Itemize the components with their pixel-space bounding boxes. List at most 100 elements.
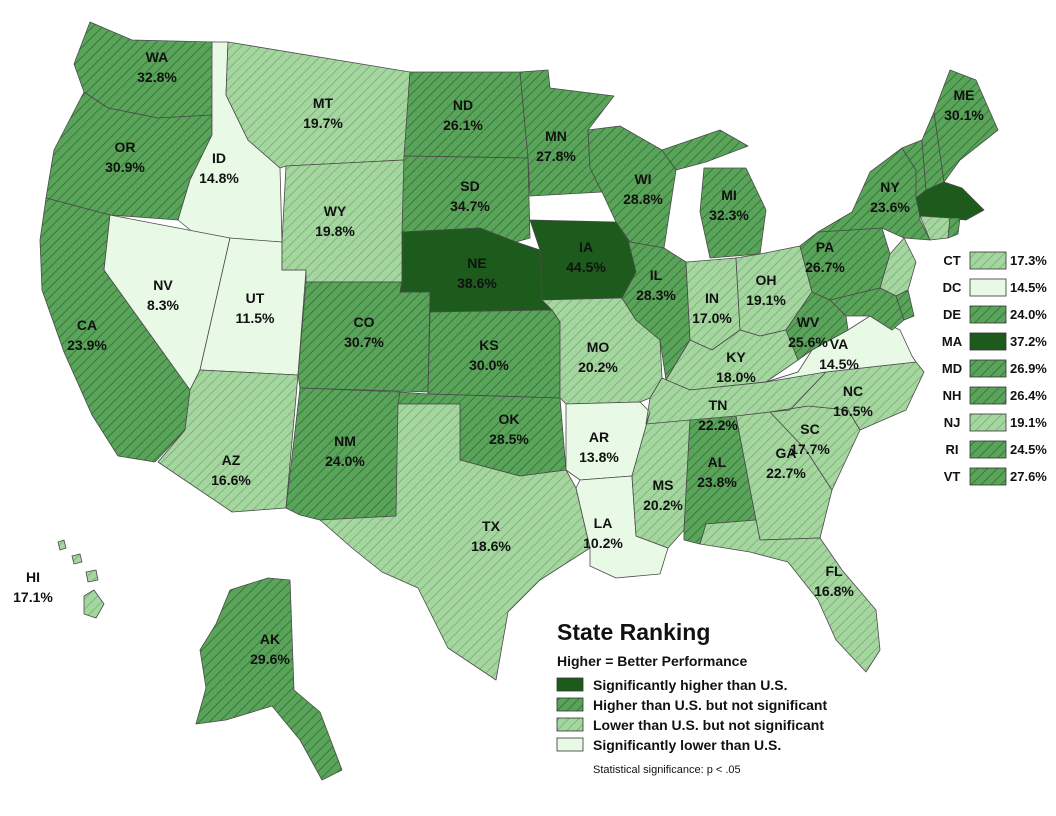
small-state-label-de: DE bbox=[943, 307, 961, 322]
state-label-sc: SC bbox=[800, 421, 819, 437]
state-label-wi: WI bbox=[634, 171, 651, 187]
state-label-nc: NC bbox=[843, 383, 863, 399]
small-state-value-md: 26.9% bbox=[1010, 361, 1047, 376]
state-value-al: 23.8% bbox=[697, 474, 737, 490]
state-label-co: CO bbox=[354, 314, 375, 330]
state-value-wi: 28.8% bbox=[623, 191, 663, 207]
state-label-ks: KS bbox=[479, 337, 498, 353]
small-state-swatch-de bbox=[969, 305, 1007, 324]
state-label-id: ID bbox=[212, 150, 226, 166]
state-value-wv: 25.6% bbox=[788, 334, 828, 350]
state-label-wv: WV bbox=[797, 314, 820, 330]
state-label-al: AL bbox=[708, 454, 727, 470]
state-shape-wy bbox=[281, 159, 405, 283]
state-label-ok: OK bbox=[499, 411, 520, 427]
state-label-va: VA bbox=[830, 336, 848, 352]
small-state-panel: CT 17.3% DC 14.5% DE 24.0% MA 37.2% MD 26.9% NH 26.… bbox=[942, 251, 1047, 486]
legend-label-sig-higher: Significantly higher than U.S. bbox=[593, 677, 787, 693]
legend-label-sig-lower: Significantly lower than U.S. bbox=[593, 737, 781, 753]
state-label-az: AZ bbox=[222, 452, 241, 468]
state-label-sd: SD bbox=[460, 178, 479, 194]
state-label-in: IN bbox=[705, 290, 719, 306]
small-state-swatch-dc bbox=[969, 278, 1007, 297]
state-value-ny: 23.6% bbox=[870, 199, 910, 215]
legend: State Ranking Higher = Better Performanc… bbox=[556, 619, 827, 776]
state-label-ia: IA bbox=[579, 239, 593, 255]
small-state-value-de: 24.0% bbox=[1010, 307, 1047, 322]
state-value-oh: 19.1% bbox=[746, 292, 786, 308]
state-value-la: 10.2% bbox=[583, 535, 623, 551]
state-shape-ak bbox=[195, 577, 343, 781]
state-value-mi: 32.3% bbox=[709, 207, 749, 223]
state-label-mn: MN bbox=[545, 128, 567, 144]
state-value-ky: 18.0% bbox=[716, 369, 756, 385]
state-label-nv: NV bbox=[153, 277, 173, 293]
small-state-label-ri: RI bbox=[946, 442, 959, 457]
state-shape-hi-maui bbox=[85, 569, 99, 583]
state-label-or: OR bbox=[115, 139, 136, 155]
state-value-or: 30.9% bbox=[105, 159, 145, 175]
state-label-oh: OH bbox=[756, 272, 777, 288]
state-value-nc: 16.5% bbox=[833, 403, 873, 419]
small-state-value-nj: 19.1% bbox=[1010, 415, 1047, 430]
small-state-swatch-vt bbox=[969, 467, 1007, 486]
state-value-fl: 16.8% bbox=[814, 583, 854, 599]
state-value-ms: 20.2% bbox=[643, 497, 683, 513]
state-label-ar: AR bbox=[589, 429, 609, 445]
legend-swatch-higher-ns bbox=[556, 697, 584, 712]
state-value-tx: 18.6% bbox=[471, 538, 511, 554]
state-value-va: 14.5% bbox=[819, 356, 859, 372]
state-shape-nd bbox=[403, 71, 529, 159]
state-label-ms: MS bbox=[653, 477, 674, 493]
state-shape-md bbox=[829, 287, 905, 331]
state-label-ky: KY bbox=[726, 349, 746, 365]
small-state-label-nj: NJ bbox=[944, 415, 961, 430]
state-shape-hi-main bbox=[83, 589, 105, 619]
state-label-ga: GA bbox=[776, 445, 797, 461]
small-state-value-ct: 17.3% bbox=[1010, 253, 1047, 268]
state-label-nm: NM bbox=[334, 433, 356, 449]
state-value-wa: 32.8% bbox=[137, 69, 177, 85]
state-label-la: LA bbox=[594, 515, 613, 531]
state-value-wy: 19.8% bbox=[315, 223, 355, 239]
small-state-label-dc: DC bbox=[943, 280, 962, 295]
state-value-ga: 22.7% bbox=[766, 465, 806, 481]
small-state-value-ri: 24.5% bbox=[1010, 442, 1047, 457]
small-state-swatch-md bbox=[969, 359, 1007, 378]
legend-swatch-sig-lower bbox=[556, 737, 584, 752]
small-state-value-vt: 27.6% bbox=[1010, 469, 1047, 484]
state-label-me: ME bbox=[954, 87, 975, 103]
state-value-ks: 30.0% bbox=[469, 357, 509, 373]
state-value-ia: 44.5% bbox=[566, 259, 606, 275]
state-value-mn: 27.8% bbox=[536, 148, 576, 164]
legend-swatch-lower-ns bbox=[556, 717, 584, 732]
legend-label-lower-ns: Lower than U.S. but not significant bbox=[593, 717, 824, 733]
state-value-ne: 38.6% bbox=[457, 275, 497, 291]
legend-subtitle: Higher = Better Performance bbox=[557, 653, 747, 669]
state-label-tx: TX bbox=[482, 518, 501, 534]
state-shape-hi-kauai bbox=[57, 539, 67, 551]
state-value-id: 14.8% bbox=[199, 170, 239, 186]
small-state-value-dc: 14.5% bbox=[1010, 280, 1047, 295]
state-label-nd: ND bbox=[453, 97, 473, 113]
state-value-in: 17.0% bbox=[692, 310, 732, 326]
legend-label-higher-ns: Higher than U.S. but not significant bbox=[593, 697, 827, 713]
state-label-ak: AK bbox=[260, 631, 280, 647]
state-shape-az bbox=[157, 369, 299, 513]
state-value-pa: 26.7% bbox=[805, 259, 845, 275]
state-label-ca: CA bbox=[77, 317, 97, 333]
small-state-label-md: MD bbox=[942, 361, 962, 376]
state-value-ca: 23.9% bbox=[67, 337, 107, 353]
state-label-wa: WA bbox=[146, 49, 169, 65]
state-value-il: 28.3% bbox=[636, 287, 676, 303]
state-label-ne: NE bbox=[467, 255, 486, 271]
state-shape-mi-up bbox=[661, 129, 749, 171]
legend-note: Statistical significance: p < .05 bbox=[593, 764, 741, 776]
state-value-ak: 29.6% bbox=[250, 651, 290, 667]
state-value-mt: 19.7% bbox=[303, 115, 343, 131]
small-state-value-ma: 37.2% bbox=[1010, 334, 1047, 349]
small-state-swatch-nj bbox=[969, 413, 1007, 432]
state-label-wy: WY bbox=[324, 203, 347, 219]
state-label-mt: MT bbox=[313, 95, 334, 111]
